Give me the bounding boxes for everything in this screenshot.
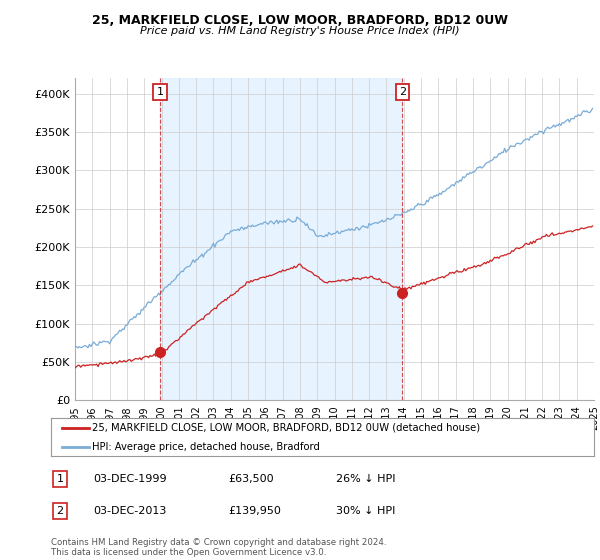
Text: 26% ↓ HPI: 26% ↓ HPI	[336, 474, 395, 484]
Text: 25, MARKFIELD CLOSE, LOW MOOR, BRADFORD, BD12 0UW: 25, MARKFIELD CLOSE, LOW MOOR, BRADFORD,…	[92, 14, 508, 27]
Text: 03-DEC-2013: 03-DEC-2013	[93, 506, 166, 516]
Text: 2: 2	[56, 506, 64, 516]
Text: £139,950: £139,950	[228, 506, 281, 516]
Text: 1: 1	[157, 87, 164, 97]
Text: HPI: Average price, detached house, Bradford: HPI: Average price, detached house, Brad…	[92, 442, 320, 452]
Text: Price paid vs. HM Land Registry's House Price Index (HPI): Price paid vs. HM Land Registry's House …	[140, 26, 460, 36]
Text: 03-DEC-1999: 03-DEC-1999	[93, 474, 167, 484]
Bar	[160, 78, 402, 400]
Text: 30% ↓ HPI: 30% ↓ HPI	[336, 506, 395, 516]
Text: 25, MARKFIELD CLOSE, LOW MOOR, BRADFORD, BD12 0UW (detached house): 25, MARKFIELD CLOSE, LOW MOOR, BRADFORD,…	[92, 423, 480, 433]
Text: Contains HM Land Registry data © Crown copyright and database right 2024.
This d: Contains HM Land Registry data © Crown c…	[51, 538, 386, 557]
Text: £63,500: £63,500	[228, 474, 274, 484]
Text: 2: 2	[399, 87, 406, 97]
Text: 1: 1	[56, 474, 64, 484]
